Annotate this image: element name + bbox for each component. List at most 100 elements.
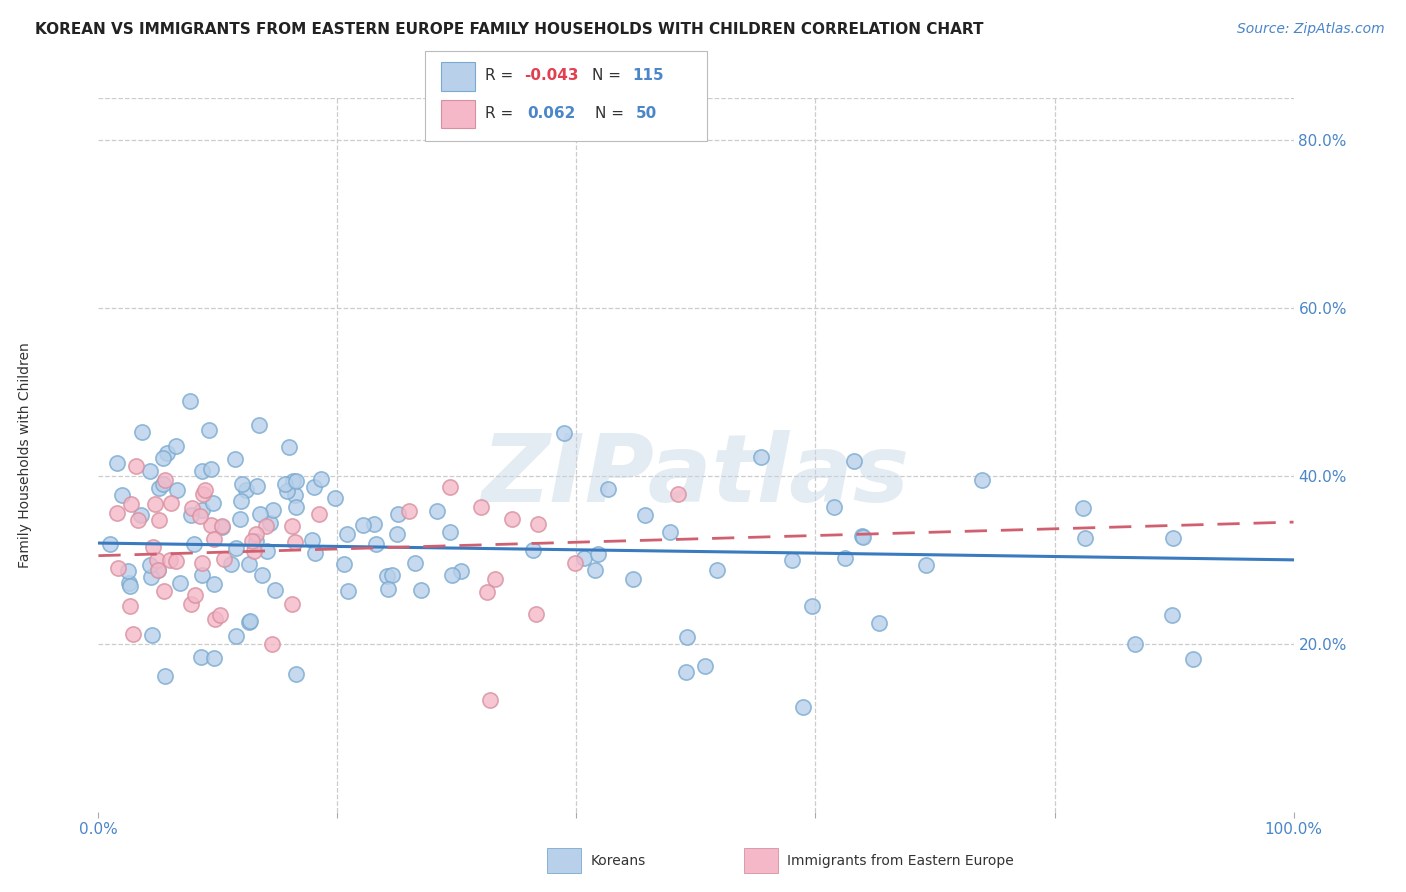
Point	[450, 564, 472, 578]
Point	[142, 541, 165, 555]
Point	[131, 425, 153, 440]
Point	[333, 557, 356, 571]
Point	[166, 483, 188, 498]
Point	[524, 607, 547, 621]
Point	[311, 472, 333, 486]
Text: Koreans: Koreans	[591, 854, 645, 868]
Point	[363, 517, 385, 532]
Point	[381, 567, 404, 582]
Point	[146, 563, 169, 577]
Point	[111, 488, 134, 502]
Point	[409, 582, 432, 597]
Point	[301, 533, 323, 548]
Point	[148, 481, 170, 495]
Point	[105, 456, 128, 470]
Point	[225, 630, 247, 644]
Point	[238, 615, 260, 629]
Point	[254, 519, 277, 533]
Point	[152, 477, 174, 491]
Point	[572, 551, 595, 566]
Point	[245, 527, 267, 541]
Point	[308, 507, 330, 521]
Point	[240, 533, 263, 548]
Point	[184, 588, 207, 602]
Point	[1073, 531, 1095, 545]
Point	[191, 568, 214, 582]
Point	[284, 474, 307, 488]
Point	[792, 700, 814, 714]
Point	[284, 667, 307, 681]
Point	[801, 599, 824, 614]
Point	[139, 464, 162, 478]
Text: N =: N =	[592, 69, 626, 83]
Text: 50: 50	[636, 106, 657, 120]
Point	[868, 616, 890, 631]
Point	[105, 506, 128, 520]
Text: Family Households with Children: Family Households with Children	[18, 342, 32, 568]
Point	[970, 473, 993, 487]
Point	[146, 563, 169, 577]
Point	[245, 478, 267, 492]
Point	[159, 496, 181, 510]
Point	[153, 668, 176, 682]
Point	[527, 516, 550, 531]
Point	[188, 508, 211, 523]
Point	[1073, 500, 1095, 515]
Point	[666, 487, 689, 501]
Point	[211, 520, 233, 534]
Point	[204, 612, 226, 626]
Point	[153, 583, 176, 598]
Point	[782, 552, 804, 566]
Point	[352, 518, 374, 533]
Point	[200, 517, 222, 532]
Point	[375, 569, 398, 583]
Point	[1161, 532, 1184, 546]
Text: ZIPatlas: ZIPatlas	[482, 430, 910, 523]
Text: Source: ZipAtlas.com: Source: ZipAtlas.com	[1237, 22, 1385, 37]
Point	[146, 553, 169, 567]
Point	[304, 481, 326, 495]
Point	[148, 513, 170, 527]
Point	[284, 500, 307, 515]
Point	[337, 584, 360, 599]
Point	[191, 487, 214, 501]
Point	[470, 500, 492, 514]
Point	[284, 488, 307, 502]
Point	[274, 476, 297, 491]
Point	[165, 439, 187, 453]
Point	[851, 529, 873, 543]
Point	[276, 483, 298, 498]
Point	[280, 597, 302, 611]
Point	[139, 570, 162, 584]
Point	[202, 577, 225, 591]
Point	[238, 558, 260, 572]
Point	[834, 551, 856, 566]
Point	[323, 491, 346, 505]
Point	[152, 451, 174, 466]
Point	[155, 473, 177, 487]
Point	[281, 474, 304, 488]
Point	[336, 526, 359, 541]
Point	[377, 582, 399, 596]
Point	[501, 512, 523, 526]
Point	[281, 519, 304, 533]
Point	[676, 630, 699, 644]
Point	[165, 554, 187, 568]
Point	[143, 497, 166, 511]
Point	[586, 547, 609, 561]
Point	[484, 573, 506, 587]
Point	[844, 453, 866, 467]
Point	[385, 527, 408, 541]
Point	[440, 568, 463, 582]
Point	[219, 558, 242, 572]
Point	[191, 464, 214, 478]
Point	[634, 508, 657, 522]
Point	[263, 582, 285, 597]
Text: N =: N =	[595, 106, 628, 120]
Point	[211, 519, 233, 533]
Point	[117, 564, 139, 578]
Point	[522, 542, 544, 557]
Point	[208, 607, 231, 622]
Point	[659, 524, 682, 539]
Point	[247, 417, 270, 432]
